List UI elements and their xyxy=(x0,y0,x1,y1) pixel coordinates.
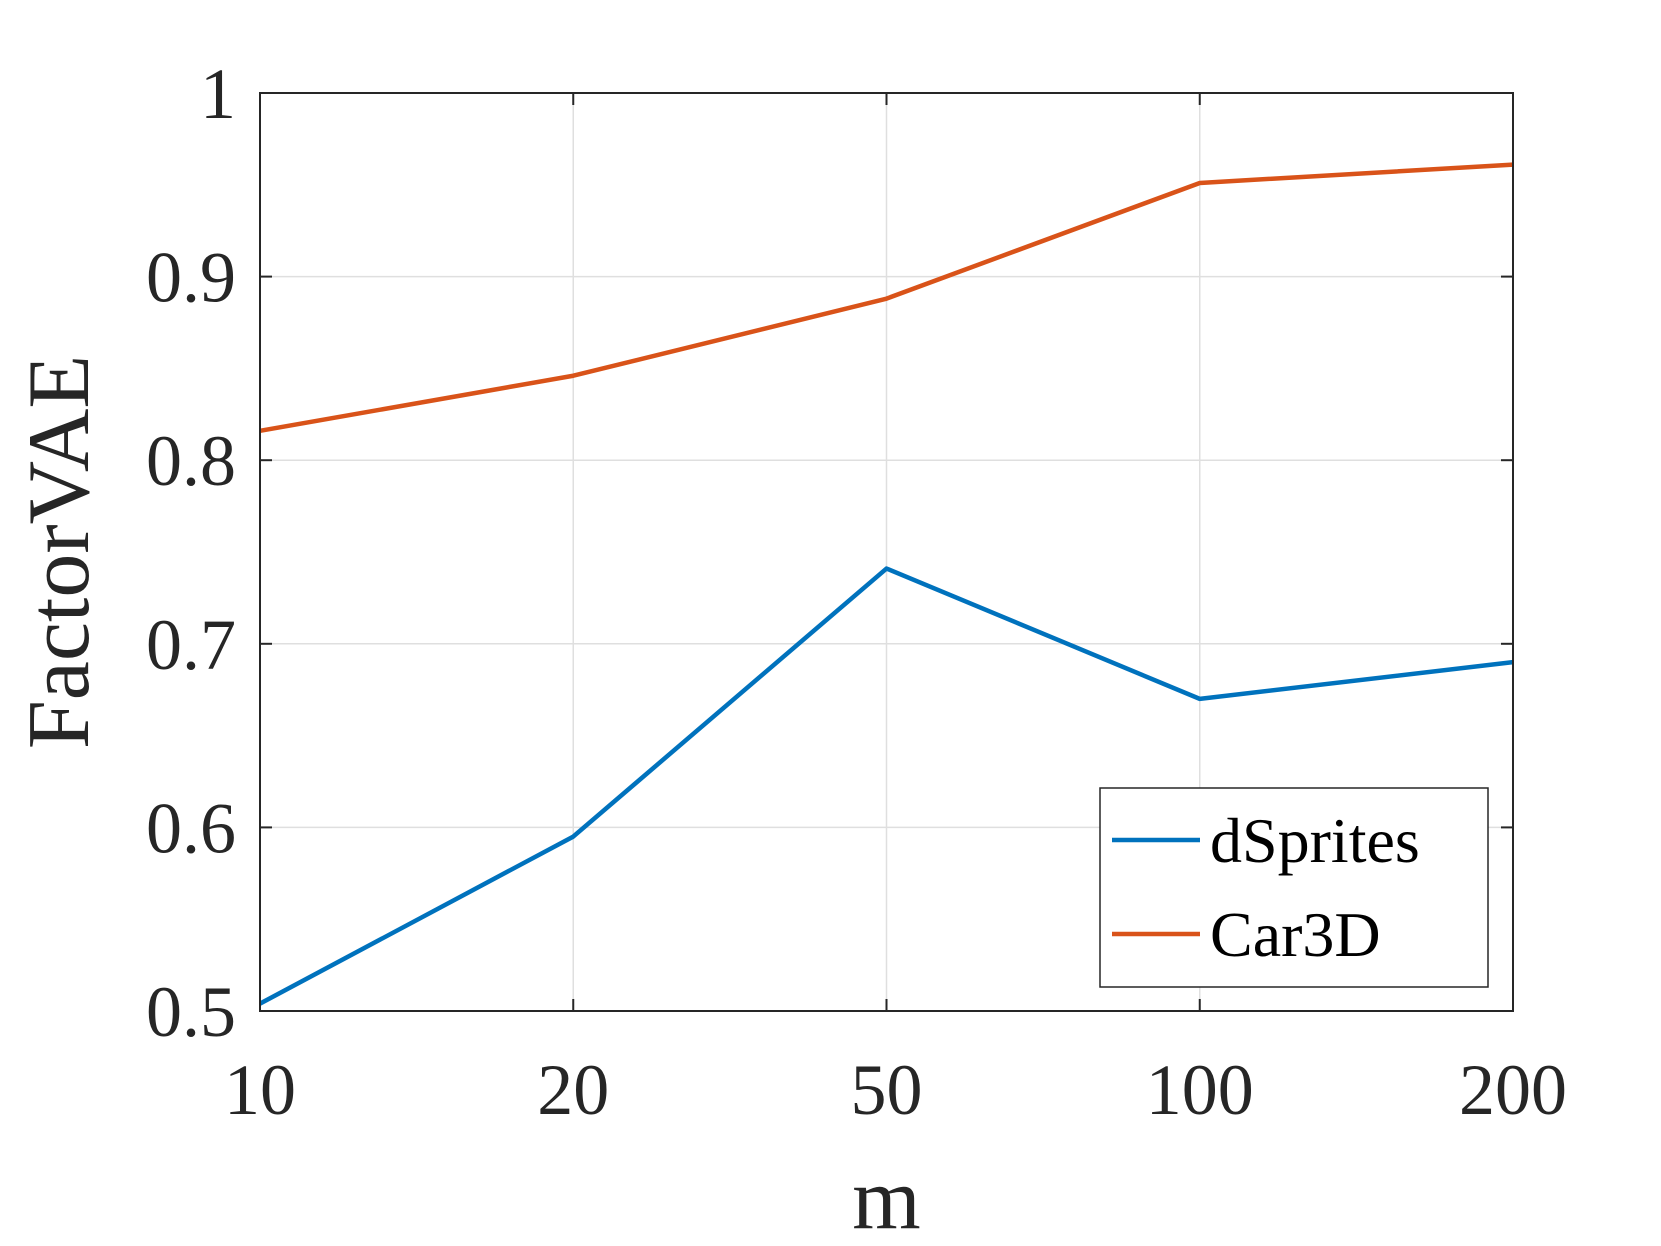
legend-label-car3d: Car3D xyxy=(1210,899,1381,970)
y-tick-label: 0.9 xyxy=(146,238,236,318)
x-axis-label: m xyxy=(852,1151,920,1246)
series-line-car3d xyxy=(259,162,1514,434)
y-axis-tick-labels: 0.5 0.6 0.7 0.8 0.9 1 xyxy=(146,54,236,1052)
legend-label-dsprites: dSprites xyxy=(1210,805,1420,876)
y-tick-label: 0.6 xyxy=(146,788,236,868)
y-tick-label: 0.5 xyxy=(146,972,236,1052)
tick-marks xyxy=(259,92,1514,1012)
y-tick-label: 0.8 xyxy=(146,421,236,501)
y-axis-label: FactorVAE xyxy=(11,355,108,749)
y-tick-label: 1 xyxy=(200,54,236,134)
series-line-dsprites xyxy=(258,566,1514,1006)
x-tick-label: 100 xyxy=(1146,1050,1254,1130)
x-tick-label: 10 xyxy=(224,1050,296,1130)
legend: dSprites Car3D xyxy=(1099,787,1489,988)
x-tick-label: 20 xyxy=(537,1050,609,1130)
x-axis-tick-labels: 10 20 50 100 200 xyxy=(224,1050,1567,1130)
x-tick-label: 50 xyxy=(851,1050,923,1130)
legend-box xyxy=(1099,787,1489,988)
series-lines xyxy=(258,162,1514,1006)
grid-lines xyxy=(260,93,1513,1011)
x-tick-label: 200 xyxy=(1459,1050,1567,1130)
y-tick-label: 0.7 xyxy=(146,605,236,685)
